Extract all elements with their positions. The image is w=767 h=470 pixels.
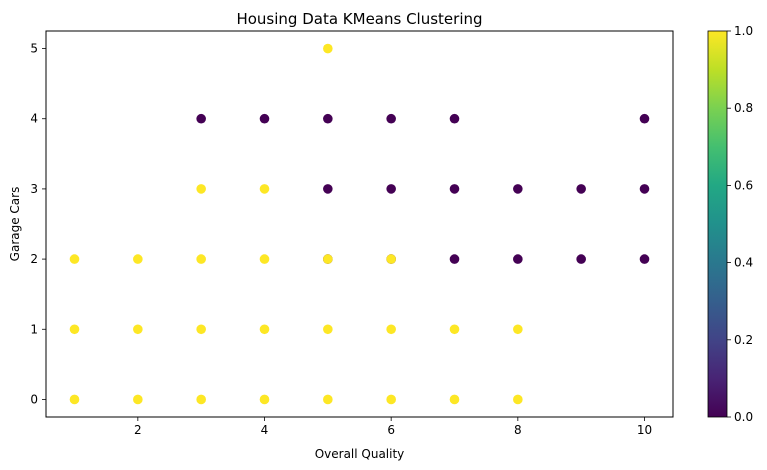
- x-tick-label: 6: [387, 423, 395, 437]
- y-tick-label: 1: [30, 322, 38, 336]
- data-point-cluster-1: [323, 254, 333, 264]
- y-tick-label: 5: [30, 42, 38, 56]
- data-point-cluster-0: [323, 113, 333, 124]
- data-point-cluster-1: [69, 324, 80, 335]
- y-tick-label: 0: [30, 392, 38, 406]
- data-point-cluster-1: [386, 324, 396, 335]
- y-axis: 0 1 2 3 4 5: [30, 42, 46, 406]
- colorbar-tick-label: 1.0: [734, 24, 753, 38]
- y-tick-label: 3: [30, 182, 38, 196]
- scatter-points: [69, 43, 650, 405]
- data-point-cluster-1: [386, 394, 396, 405]
- data-point-cluster-0: [386, 184, 396, 194]
- y-tick-label: 2: [30, 252, 38, 266]
- data-point-cluster-1: [323, 394, 333, 405]
- data-point-cluster-1: [133, 394, 143, 405]
- colorbar-tick-label: 0.8: [734, 101, 753, 115]
- x-tick-label: 2: [134, 423, 142, 437]
- data-point-cluster-1: [196, 324, 206, 335]
- colorbar: 0.0 0.2 0.4 0.6 0.8 1.0: [707, 24, 753, 424]
- data-point-cluster-1: [513, 324, 523, 335]
- data-point-cluster-1: [133, 324, 143, 335]
- x-axis-label: Overall Quality: [315, 447, 405, 461]
- data-point-cluster-1: [133, 254, 143, 264]
- data-point-cluster-1: [69, 394, 80, 405]
- data-point-cluster-1: [323, 324, 333, 335]
- colorbar-tick-label: 0.4: [734, 256, 753, 270]
- data-point-cluster-1: [513, 394, 523, 405]
- x-axis: 2 4 6 8 10: [134, 417, 652, 437]
- data-point-cluster-1: [449, 394, 460, 405]
- data-point-cluster-0: [259, 113, 270, 124]
- data-point-cluster-1: [259, 254, 270, 264]
- data-point-cluster-0: [449, 113, 460, 124]
- colorbar-tick-label: 0.2: [734, 333, 753, 347]
- data-point-cluster-0: [513, 254, 523, 264]
- y-axis-label: Garage Cars: [8, 187, 22, 262]
- x-tick-label: 4: [261, 423, 269, 437]
- data-point-cluster-0: [323, 184, 333, 194]
- x-tick-label: 10: [637, 423, 652, 437]
- data-point-cluster-1: [69, 254, 80, 264]
- data-point-cluster-0: [639, 254, 650, 264]
- data-point-cluster-1: [386, 254, 396, 264]
- data-point-cluster-1: [259, 394, 270, 405]
- data-point-cluster-0: [449, 184, 460, 194]
- data-point-cluster-1: [196, 394, 206, 405]
- data-point-cluster-0: [639, 184, 650, 194]
- data-point-cluster-1: [259, 324, 270, 335]
- data-point-cluster-1: [449, 324, 460, 335]
- data-point-cluster-1: [196, 184, 206, 194]
- data-point-cluster-1: [323, 43, 333, 54]
- data-point-cluster-1: [196, 254, 206, 264]
- y-tick-label: 4: [30, 112, 38, 126]
- colorbar-tick-label: 0.6: [734, 178, 753, 192]
- plot-area-frame: [45, 30, 674, 418]
- data-point-cluster-1: [259, 184, 270, 194]
- colorbar-ticks: 0.0 0.2 0.4 0.6 0.8 1.0: [727, 24, 753, 424]
- data-point-cluster-0: [576, 184, 586, 194]
- data-point-cluster-0: [386, 113, 396, 124]
- data-point-cluster-0: [196, 113, 206, 124]
- colorbar-tick-label: 0.0: [734, 410, 753, 424]
- data-point-cluster-0: [576, 254, 586, 264]
- chart-title: Housing Data KMeans Clustering: [236, 10, 482, 28]
- colorbar-gradient: [707, 30, 728, 418]
- data-point-cluster-0: [513, 184, 523, 194]
- x-tick-label: 8: [514, 423, 522, 437]
- data-point-cluster-0: [449, 254, 460, 264]
- data-point-cluster-0: [639, 113, 650, 124]
